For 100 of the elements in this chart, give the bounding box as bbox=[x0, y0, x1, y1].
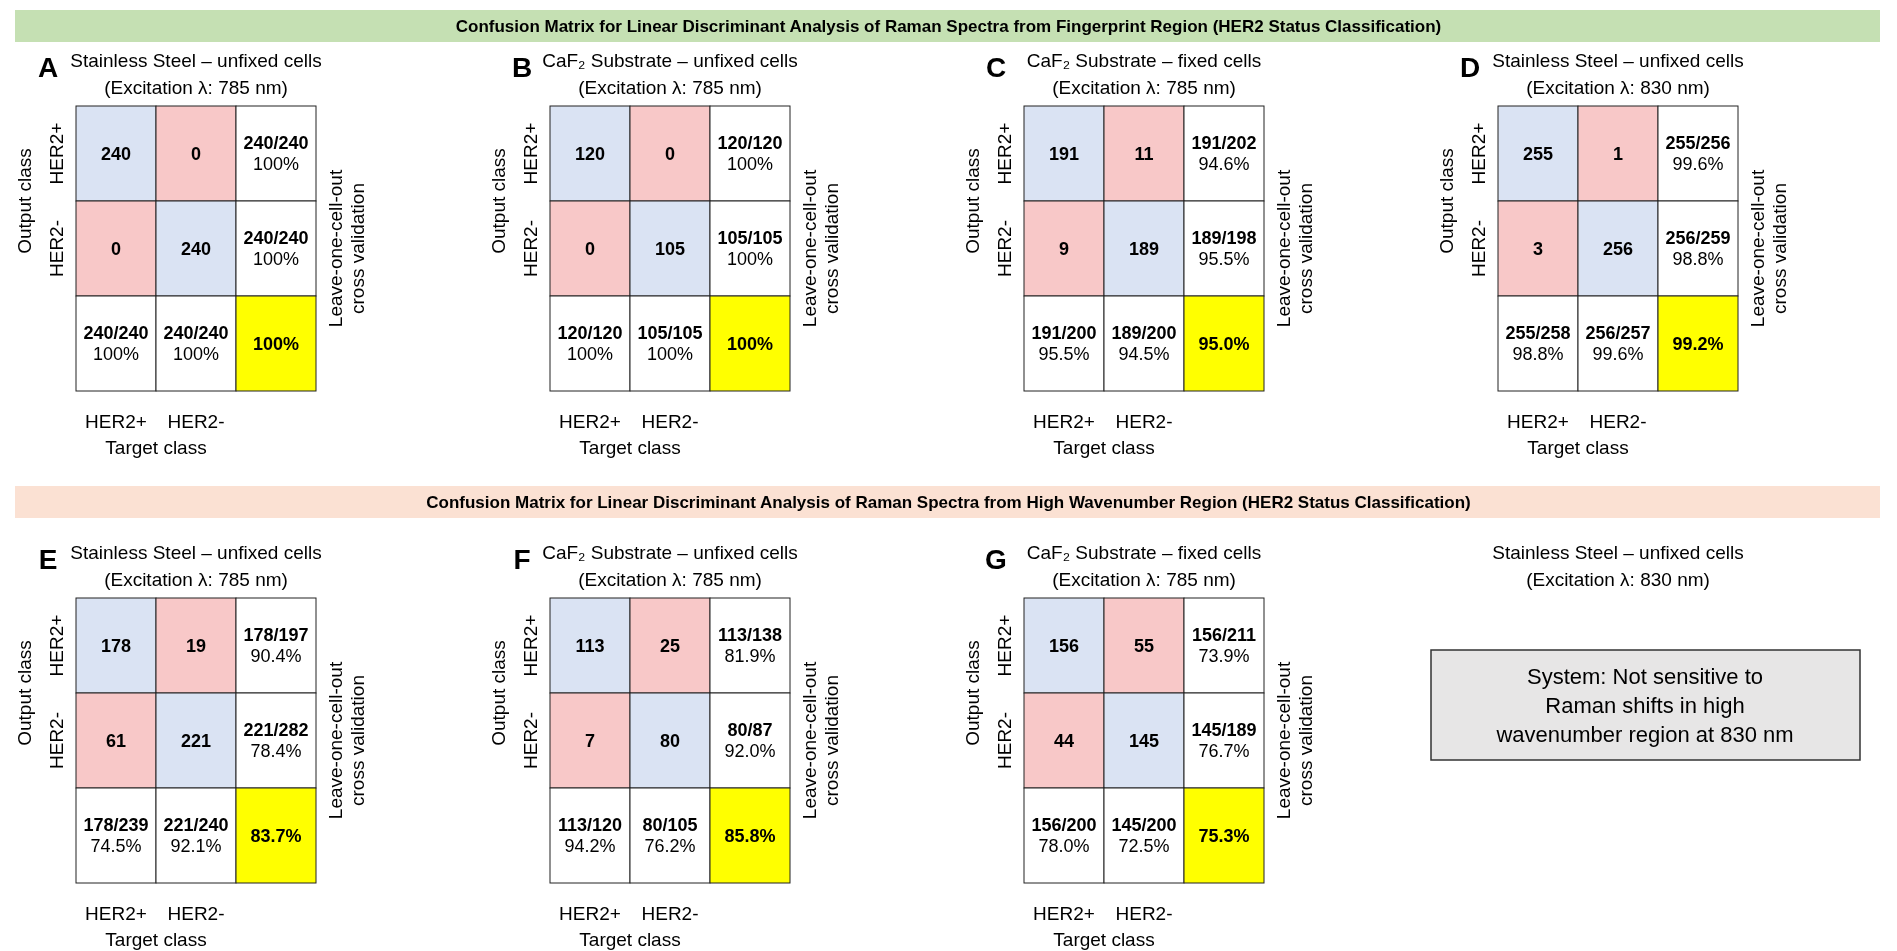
data-label: 255 bbox=[1522, 143, 1554, 164]
y-tick-label: HER2+ bbox=[993, 122, 1015, 185]
y-tick-label: HER2- bbox=[993, 711, 1015, 770]
x-tick-label: HER2- bbox=[641, 410, 699, 432]
y-axis-title: Output class bbox=[13, 640, 35, 746]
text: 255/256 99.6% bbox=[1665, 133, 1731, 174]
data-label: 95.0% bbox=[1198, 333, 1250, 354]
x-tick-label: HER2- bbox=[1115, 902, 1173, 924]
data-label: 80 bbox=[659, 730, 681, 751]
text: C bbox=[985, 51, 1007, 83]
x-axis-title: Target class bbox=[579, 436, 681, 458]
data-label: 0 bbox=[110, 238, 122, 259]
chart-title: CaF₂ Substrate – fixed cells (Excitation λ: 785 nm) bbox=[1026, 541, 1262, 589]
text: 178/239 74.5% bbox=[83, 815, 149, 856]
data-label: 9 bbox=[1058, 238, 1070, 259]
text: System: Not sensitive to Raman shifts in high wavenumber region at 830 nm bbox=[1495, 663, 1794, 747]
x-tick-label: HER2+ bbox=[1507, 410, 1569, 432]
text: E bbox=[38, 543, 58, 575]
y-tick-label: HER2+ bbox=[519, 122, 541, 185]
y-axis-title: Output class bbox=[961, 148, 983, 254]
y-axis-title: Output class bbox=[961, 640, 983, 746]
data-label: 25 bbox=[659, 635, 681, 656]
data-label: 189 bbox=[1128, 238, 1160, 259]
y2-axis-title: Leave-one-cell-out cross validation bbox=[1746, 169, 1790, 328]
x-tick-label: HER2+ bbox=[1033, 902, 1095, 924]
text: 240/240 100% bbox=[243, 133, 309, 174]
y-tick-label: HER2- bbox=[993, 219, 1015, 278]
y-tick-label: HER2- bbox=[45, 711, 67, 770]
y-tick-label: HER2- bbox=[519, 711, 541, 770]
text: Stainless Steel – unfixed cells (Excitation λ: 830 nm) bbox=[1492, 541, 1744, 589]
data-label: 105 bbox=[654, 238, 686, 259]
data-label: 120 bbox=[574, 143, 606, 164]
data-label: 0 bbox=[664, 143, 676, 164]
text: A bbox=[37, 51, 59, 83]
text: 178/197 90.4% bbox=[243, 625, 309, 666]
text: 156/211 73.9% bbox=[1191, 625, 1257, 666]
text: 221/282 78.4% bbox=[243, 720, 309, 761]
x-tick-label: HER2+ bbox=[85, 902, 147, 924]
data-label: 19 bbox=[185, 635, 207, 656]
text: 145/200 72.5% bbox=[1111, 815, 1177, 856]
data-label: 113 bbox=[575, 635, 605, 656]
text: 156/200 78.0% bbox=[1031, 815, 1097, 856]
x-tick-label: HER2+ bbox=[559, 410, 621, 432]
text: 80/105 76.2% bbox=[642, 815, 698, 856]
chart-title: Stainless Steel – unfixed cells (Excitation λ: 785 nm) bbox=[70, 49, 322, 97]
text: D bbox=[1459, 51, 1481, 83]
chart-title: CaF₂ Substrate – fixed cells (Excitation λ: 785 nm) bbox=[1026, 49, 1262, 97]
text: 191/202 94.6% bbox=[1191, 133, 1257, 174]
chart-title: Stainless Steel – unfixed cells (Excitation λ: 830 nm) bbox=[1492, 49, 1744, 97]
data-label: 61 bbox=[105, 730, 127, 751]
text: 240/240 100% bbox=[163, 323, 229, 364]
data-label: 11 bbox=[1134, 143, 1154, 164]
y2-axis-title: Leave-one-cell-out cross validation bbox=[1272, 661, 1316, 820]
y-axis-title: Output class bbox=[487, 148, 509, 254]
data-label: 3 bbox=[1532, 238, 1544, 259]
x-axis-title: Target class bbox=[105, 928, 207, 950]
x-tick-label: HER2+ bbox=[559, 902, 621, 924]
text: 255/258 98.8% bbox=[1505, 323, 1571, 364]
text: 145/189 76.7% bbox=[1191, 720, 1257, 761]
x-axis-title: Target class bbox=[1053, 928, 1155, 950]
y-tick-label: HER2+ bbox=[45, 122, 67, 185]
data-label: 256 bbox=[1602, 238, 1634, 259]
data-label: 99.2% bbox=[1672, 333, 1724, 354]
text: 80/87 92.0% bbox=[724, 720, 776, 761]
y2-axis-title: Leave-one-cell-out cross validation bbox=[798, 169, 842, 328]
text: F bbox=[513, 543, 531, 575]
text: 240/240 100% bbox=[83, 323, 149, 364]
text: 189/200 94.5% bbox=[1111, 323, 1177, 364]
y-tick-label: HER2- bbox=[45, 219, 67, 278]
data-label: 7 bbox=[584, 730, 596, 751]
text: 240/240 100% bbox=[243, 228, 309, 269]
y-tick-label: HER2+ bbox=[45, 614, 67, 677]
x-tick-label: HER2+ bbox=[1033, 410, 1095, 432]
y2-axis-title: Leave-one-cell-out cross validation bbox=[1272, 169, 1316, 328]
text: 105/105 100% bbox=[717, 228, 783, 269]
data-label: 85.8% bbox=[724, 825, 776, 846]
data-label: 156 bbox=[1048, 635, 1080, 656]
text: Confusion Matrix for Linear Discriminant Analysis of Raman Spectra from High Wavenumber Region (HER2 Status Classification) bbox=[426, 492, 1471, 512]
text: 113/120 94.2% bbox=[557, 815, 623, 856]
y-tick-label: HER2+ bbox=[993, 614, 1015, 677]
y-axis-title: Output class bbox=[487, 640, 509, 746]
data-label: 55 bbox=[1133, 635, 1155, 656]
x-axis-title: Target class bbox=[579, 928, 681, 950]
x-tick-label: HER2- bbox=[167, 410, 225, 432]
y-tick-label: HER2+ bbox=[519, 614, 541, 677]
data-label: 240 bbox=[100, 143, 132, 164]
data-label: 100% bbox=[252, 333, 300, 354]
x-tick-label: HER2+ bbox=[85, 410, 147, 432]
data-label: 75.3% bbox=[1198, 825, 1250, 846]
text: 256/259 98.8% bbox=[1665, 228, 1731, 269]
data-label: 100% bbox=[726, 333, 774, 354]
data-label: 1 bbox=[1612, 143, 1624, 164]
x-tick-label: HER2- bbox=[1115, 410, 1173, 432]
text: 113/138 81.9% bbox=[717, 625, 783, 666]
text: Confusion Matrix for Linear Discriminant Analysis of Raman Spectra from Fingerprint Region (HER2 Status Classification) bbox=[455, 16, 1442, 36]
x-axis-title: Target class bbox=[105, 436, 207, 458]
y-axis-title: Output class bbox=[1435, 148, 1457, 254]
data-label: 178 bbox=[100, 635, 132, 656]
text: 256/257 99.6% bbox=[1585, 323, 1651, 364]
text: 189/198 95.5% bbox=[1191, 228, 1257, 269]
